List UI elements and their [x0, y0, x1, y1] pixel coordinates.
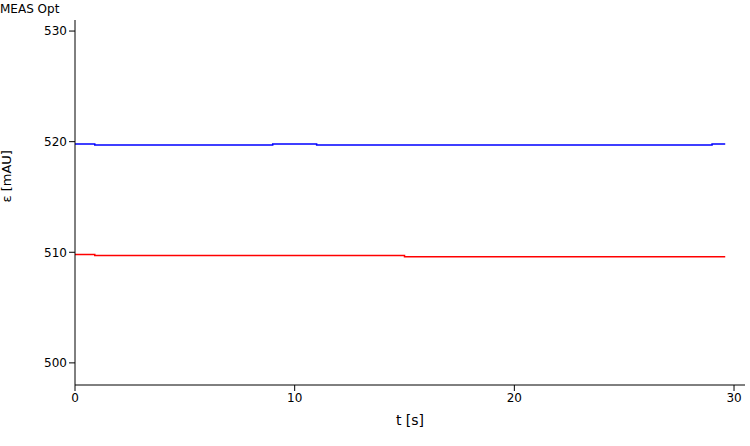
svg-text:20: 20	[507, 391, 522, 405]
svg-text:ε [mAU]: ε [mAU]	[0, 150, 14, 202]
svg-text:t [s]: t [s]	[396, 412, 424, 428]
svg-text:30: 30	[726, 391, 741, 405]
svg-text:510: 510	[44, 246, 67, 260]
svg-text:530: 530	[44, 24, 67, 38]
html-text:MEAS Opt: MEAS Opt	[0, 2, 60, 16]
svg-text:10: 10	[287, 391, 302, 405]
svg-text:520: 520	[44, 135, 67, 149]
svg-text:500: 500	[44, 356, 67, 370]
svg-text:0: 0	[71, 391, 79, 405]
